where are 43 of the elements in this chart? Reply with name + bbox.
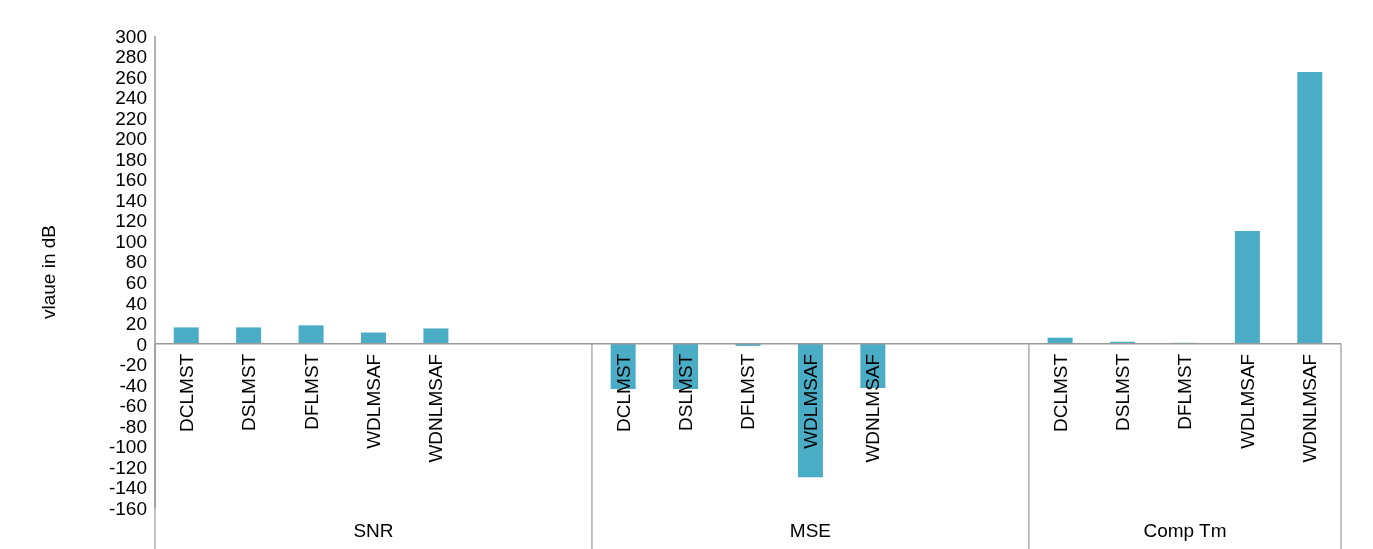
x-tick-label: DSLMST [1112, 353, 1134, 431]
y-tick-label: 280 [115, 46, 147, 68]
text: MSE [789, 520, 832, 541]
x-tick-label: WDLMSAF [1236, 353, 1258, 449]
x-tick-label: DFLMST [1174, 353, 1196, 430]
x-tick-label: DFLMST [300, 353, 322, 430]
y-tick-label: 220 [115, 107, 147, 129]
y-tick-label: 120 [115, 210, 147, 232]
x-tick-label: DCLMST [1049, 353, 1071, 432]
y-tick-label: -20 [119, 354, 147, 376]
y-tick-label: -160 [108, 497, 147, 519]
y-tick-label: -80 [119, 415, 147, 437]
y-tick-label: -100 [108, 436, 147, 458]
x-tick-label: WDNLMSAF [1299, 353, 1321, 463]
y-tick-label: 80 [125, 251, 147, 273]
x-tick-label: WDNLMSAF [862, 353, 884, 463]
y-tick-label: 140 [115, 189, 147, 211]
x-tick-label: WDNLMSAF [425, 353, 447, 463]
y-tick-label: 260 [115, 66, 147, 88]
text: SNR [353, 520, 394, 541]
x-tick-label: DSLMST [675, 353, 697, 431]
y-tick-label: -40 [119, 374, 147, 396]
y-tick-label: -120 [108, 456, 147, 478]
y-tick-label: -140 [108, 477, 147, 499]
y-tick-label: 200 [115, 128, 147, 150]
x-tick-label: WDLMSAF [799, 353, 821, 449]
y-tick-label: -60 [119, 395, 147, 417]
y-tick-label: 300 [115, 25, 147, 47]
y-tick-label: 100 [115, 230, 147, 252]
text: Comp Tm [1143, 520, 1227, 541]
y-tick-label: 40 [125, 292, 147, 314]
y-tick-label: 20 [125, 313, 147, 335]
y-axis-title: vlaue in dB [37, 224, 59, 320]
y-tick-label: 180 [115, 148, 147, 170]
x-tick-label: DCLMST [175, 353, 197, 432]
y-tick-label: 60 [125, 272, 147, 294]
y-tick-label: 240 [115, 87, 147, 109]
x-tick-label: DFLMST [737, 353, 759, 430]
x-tick-label: DCLMST [612, 353, 634, 432]
y-tick-label: 160 [115, 169, 147, 191]
x-tick-label: WDLMSAF [362, 353, 384, 449]
x-tick-label: DSLMST [238, 353, 260, 431]
y-tick-label: 0 [136, 333, 147, 355]
